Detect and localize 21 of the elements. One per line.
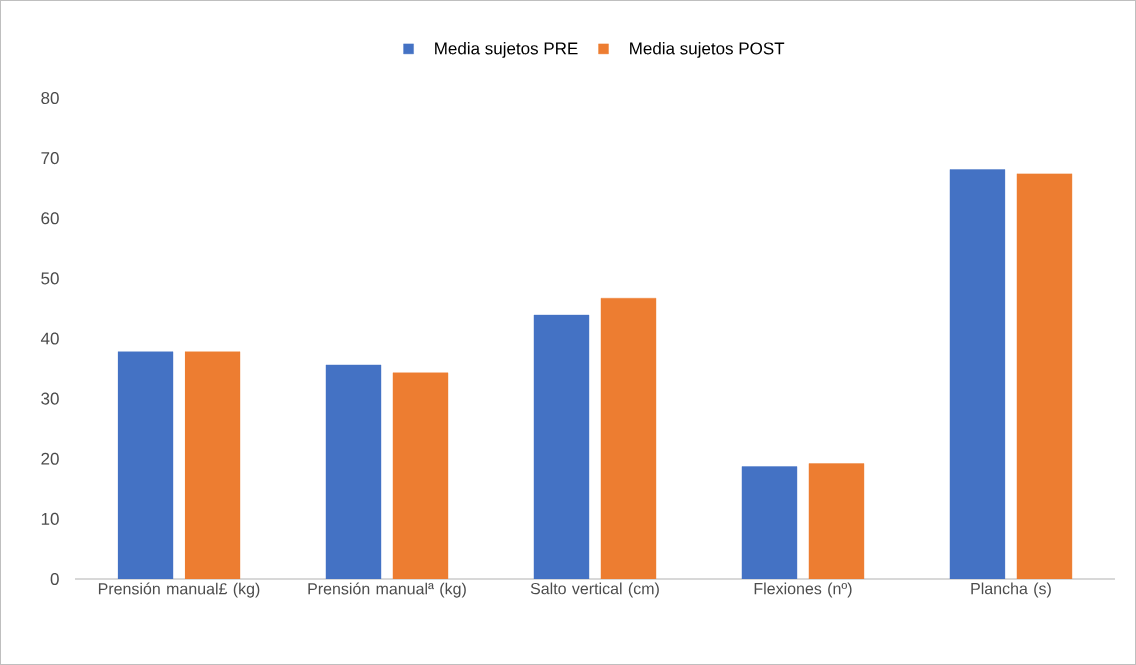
x-tick-label: Salto vertical (cm) xyxy=(530,582,659,598)
x-tick-label: Flexiones (nº) xyxy=(754,582,852,598)
y-tick-label: 30 xyxy=(41,392,59,405)
y-tick-label: 0 xyxy=(50,572,59,586)
y-tick-label: 60 xyxy=(41,212,59,225)
legend-label: Media sujetos PRE xyxy=(435,41,578,58)
legend-label: Media sujetos POST xyxy=(630,41,785,58)
y-tick-label: 10 xyxy=(41,512,59,525)
x-tick-label: Prensión manualª (kg) xyxy=(308,582,466,598)
bar xyxy=(949,169,1006,579)
y-tick-label: 80 xyxy=(41,91,59,105)
y-tick-label: 20 xyxy=(41,452,59,465)
bar xyxy=(533,314,590,579)
x-tick-label: Prensión manual£ (kg) xyxy=(98,582,260,598)
y-tick-label: 40 xyxy=(40,332,59,345)
y-tick-label: 70 xyxy=(41,152,59,165)
x-tick-label: Plancha (s) xyxy=(971,582,1051,598)
y-tick-label: 50 xyxy=(41,272,59,285)
bar xyxy=(325,364,382,579)
bar xyxy=(117,351,174,579)
bar xyxy=(741,466,798,579)
